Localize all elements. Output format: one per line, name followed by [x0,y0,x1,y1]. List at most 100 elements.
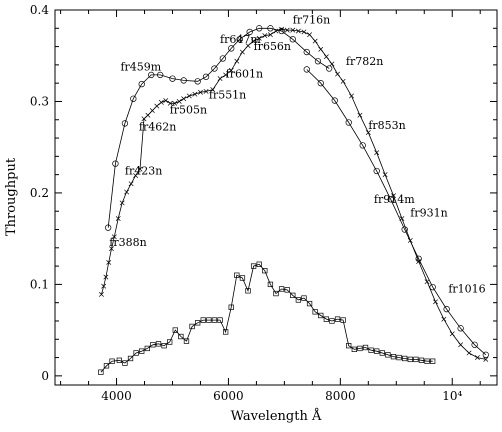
data-point-circle [429,283,436,291]
data-point-cross [158,99,164,105]
data-point-cross [167,100,173,106]
data-point-cross [424,279,430,285]
data-point-cross [172,100,178,106]
data-point-cross [228,67,234,73]
data-point-square [290,292,296,299]
data-point-circle [138,80,145,88]
data-point-square [150,342,156,348]
data-point-circle [267,25,274,32]
data-point-cross [323,54,329,60]
data-point-circle [202,73,210,80]
data-point-square [306,300,313,307]
data-point-circle [359,142,366,149]
data-point-circle [317,80,324,87]
data-point-cross [101,283,107,289]
data-point-cross [301,29,307,35]
series-line [306,69,487,356]
data-point-square [273,290,279,297]
data-point-square [396,354,402,361]
data-point-circle [314,58,322,65]
data-point-circle [180,77,187,84]
data-point-square [206,317,212,323]
data-point-circle [256,25,263,32]
data-point-cross [192,91,198,97]
data-point-square [133,350,139,356]
data-point-cross [181,96,187,102]
data-point-square [178,333,184,340]
data-point-square [340,317,346,323]
axis-ticks: 4000 6000 8000 10⁴ 0 0.1 0.2 0.3 0.4 [30,3,497,403]
data-point-square [368,347,374,353]
filter-label: fr551n [209,89,246,102]
data-point-cross [312,38,318,44]
data-point-circle [169,75,176,82]
data-point-square [139,348,145,354]
filter-label: fr931n [410,207,447,220]
data-point-cross [217,76,223,82]
data-point-cross [149,108,155,114]
data-point-cross [186,93,192,99]
data-point-cross [154,103,160,109]
data-point-square [430,358,436,364]
data-point-circle [471,341,478,348]
data-point-circle [331,97,338,104]
data-point-square [222,329,229,335]
data-point-cross [163,98,169,103]
data-point-square [379,350,385,356]
filter-label: fr1016 [448,283,485,296]
data-point-cross [399,216,405,221]
data-point-circle [148,71,155,79]
data-point-circle [482,351,489,358]
data-point-cross [483,356,489,362]
data-point-cross [273,28,279,34]
data-point-cross [256,35,262,41]
series-line [100,263,433,373]
data-point-circle [373,167,380,175]
series-0-circle [105,25,333,231]
data-point-square [155,341,162,347]
data-point-square [418,357,425,363]
data-point-square [267,281,274,288]
data-point-cross [357,112,363,118]
data-point-cross [349,93,354,99]
data-point-cross [145,112,151,118]
data-point-cross [245,43,251,49]
data-point-circle [236,36,243,43]
data-point-cross [124,189,130,195]
data-point-cross [391,193,396,199]
data-point-square [323,316,330,322]
data-point-cross [382,172,388,178]
data-point-square [200,317,206,323]
data-point-square [284,287,290,293]
data-series [98,25,489,375]
data-point-square [351,346,357,352]
data-point-cross [290,27,296,33]
data-point-square [122,360,128,366]
series-3-square [98,261,436,375]
series-1-circle [303,66,489,358]
filter-label: fr647m [220,33,261,46]
data-point-square [262,268,268,274]
data-point-square [390,353,397,360]
data-point-square [217,317,223,323]
data-point-square [407,356,413,363]
data-point-square [295,297,302,303]
data-point-circle [457,325,464,332]
x-axis-title: Wavelength Å [231,408,322,424]
series-line [101,28,486,360]
data-point-cross [279,26,285,32]
x-tick-label: 8000 [325,389,356,403]
data-point-cross [106,259,112,265]
data-point-cross [433,299,438,305]
data-point-square [424,358,430,364]
data-point-square [144,345,150,352]
series-2-cross [98,26,489,362]
y-axis-title: Throughput [4,157,19,236]
plot-area-frame [54,9,498,386]
x-tick-label: 10⁴ [442,389,462,403]
data-point-square [172,327,178,333]
data-point-cross [119,200,125,206]
data-point-circle [121,120,129,127]
data-point-square [318,312,324,319]
